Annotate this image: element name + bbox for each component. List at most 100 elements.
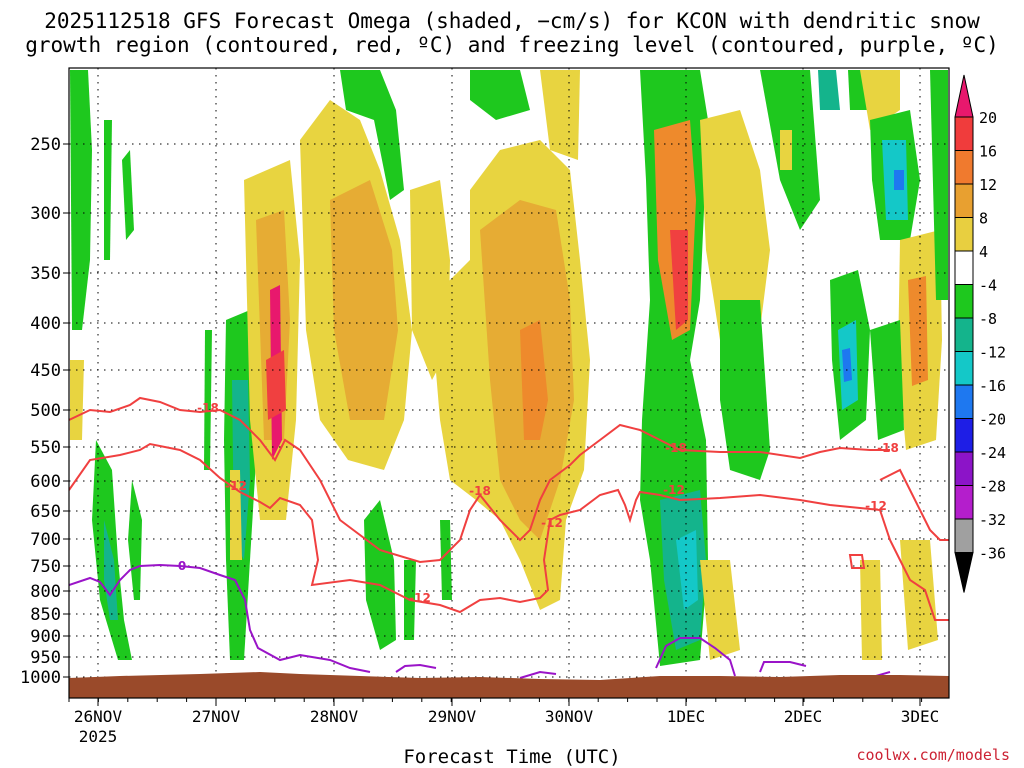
colorbar-segment	[954, 183, 974, 218]
omega-shade-region	[540, 70, 580, 160]
y-tick-label: 900	[30, 627, 61, 647]
y-tick-label: 550	[30, 438, 61, 458]
omega-shading	[70, 70, 948, 666]
dgz-contour-label: -18	[665, 441, 687, 455]
ground-surface	[69, 672, 949, 698]
y-tick-label: 300	[30, 204, 61, 224]
freezing-contour-label: 0	[178, 559, 186, 573]
chart-title: 2025112518 GFS Forecast Omega (shaded, −…	[44, 9, 980, 33]
omega-shade-region	[364, 500, 396, 650]
colorbar-label: 12	[979, 176, 997, 194]
dgz-contour-label: -12	[663, 483, 685, 497]
dgz-contour	[69, 442, 949, 621]
freezing-contour	[519, 670, 557, 679]
chart-subtitle: growth region (contoured, red, ºC) and f…	[25, 33, 999, 57]
colorbar-segment	[954, 518, 974, 553]
omega-shade-region	[780, 130, 792, 170]
colorbar-segment	[954, 418, 974, 453]
colorbar-segment	[954, 217, 974, 252]
y-tick-label: 450	[30, 361, 61, 381]
x-tick-label: 29NOV	[428, 707, 477, 726]
omega-shade-region	[122, 150, 134, 240]
omega-shade-region	[520, 320, 548, 440]
colorbar: 20 16 12 8 4 -4 -8 -12 -16 -20 -24 -28 -32 -36	[954, 74, 1006, 593]
contours: -18-12 -18-12-12-18-12-18-12-120	[69, 396, 949, 679]
colorbar-label: -4	[979, 277, 997, 295]
omega-shade-region	[204, 330, 212, 470]
x-tick-label: 26NOV	[74, 707, 123, 726]
omega-shade-region	[720, 300, 770, 480]
omega-shade-region	[676, 530, 698, 610]
y-tick-label: 750	[30, 557, 61, 577]
omega-shade-region	[104, 520, 118, 620]
omega-shade-region	[908, 276, 928, 386]
omega-shade-region	[128, 480, 142, 600]
dgz-contour-label: -12	[225, 479, 247, 493]
colorbar-label: -24	[979, 444, 1006, 462]
colorbar-label: -28	[979, 478, 1006, 496]
y-tick-label: 800	[30, 582, 61, 602]
dgz-contour-label: -12	[409, 591, 431, 605]
colorbar-segment	[954, 150, 974, 185]
colorbar-label: -8	[979, 310, 997, 328]
freezing-contour	[759, 661, 807, 673]
x-tick-label: 30NOV	[545, 707, 594, 726]
omega-shade-region	[894, 170, 904, 190]
omega-shade-region	[70, 70, 92, 330]
omega-shade-region	[92, 440, 132, 660]
omega-shade-region	[340, 70, 404, 200]
colorbar-label: 4	[979, 243, 988, 261]
colorbar-segment	[954, 351, 974, 386]
dgz-contour	[69, 396, 890, 564]
y-tick-label: 850	[30, 605, 61, 625]
omega-shade-region	[104, 120, 112, 260]
x-tick-label: 1DEC	[667, 707, 706, 726]
freezing-contour	[655, 637, 736, 677]
omega-shade-region	[842, 348, 852, 382]
omega-shade-region	[70, 360, 84, 440]
y-tick-label: 250	[30, 135, 61, 155]
colorbar-top-arrow	[954, 74, 974, 118]
x-year-label: 2025	[79, 727, 118, 746]
omega-shade-region	[670, 230, 688, 330]
y-axis: 250 300 350 400 450 500 550 600 650 700 750 800 8509…	[20, 135, 69, 688]
y-tick-label: 650	[30, 502, 61, 522]
colorbar-segment	[954, 384, 974, 419]
omega-shade-region	[870, 320, 904, 440]
site-credit: coolwx.com/models	[856, 746, 1010, 764]
freezing-contour	[395, 663, 437, 673]
omega-shade-region	[818, 70, 840, 110]
colorbar-label: 8	[979, 210, 988, 228]
dgz-contour	[879, 468, 949, 541]
x-tick-label: 2DEC	[784, 707, 823, 726]
colorbar-segment	[954, 451, 974, 486]
omega-shade-region	[900, 540, 938, 650]
dgz-contour-label: -18	[469, 484, 491, 498]
colorbar-label: -12	[979, 344, 1006, 362]
x-axis: 26NOV 27NOV 28NOV 29NOV 30NOV 1DEC 2DEC 3DEC 202…	[68, 698, 939, 746]
colorbar-label: -32	[979, 511, 1006, 529]
dgz-contour-label: -12	[541, 516, 563, 530]
omega-shade-region	[470, 70, 530, 120]
omega-shade-region	[860, 560, 882, 660]
dgz-contour	[848, 554, 866, 569]
y-tick-label: 700	[30, 530, 61, 550]
gridlines	[69, 68, 949, 698]
freezing-contour	[69, 563, 371, 673]
ground-fill	[69, 672, 949, 698]
y-tick-label: 350	[30, 264, 61, 284]
y-tick-label: 600	[30, 472, 61, 492]
omega-shade-region	[700, 110, 770, 340]
colorbar-segment	[954, 250, 974, 285]
colorbar-label: 20	[979, 109, 997, 127]
y-tick-label: 500	[30, 401, 61, 421]
x-axis-title: Forecast Time (UTC)	[403, 746, 621, 768]
plot-frame	[68, 67, 950, 699]
dgz-contour-label: -18	[197, 401, 219, 415]
y-tick-label: 400	[30, 314, 61, 334]
colorbar-segment	[954, 116, 974, 151]
x-tick-label: 28NOV	[310, 707, 359, 726]
omega-shade-region	[700, 560, 740, 660]
colorbar-label: -36	[979, 545, 1006, 563]
